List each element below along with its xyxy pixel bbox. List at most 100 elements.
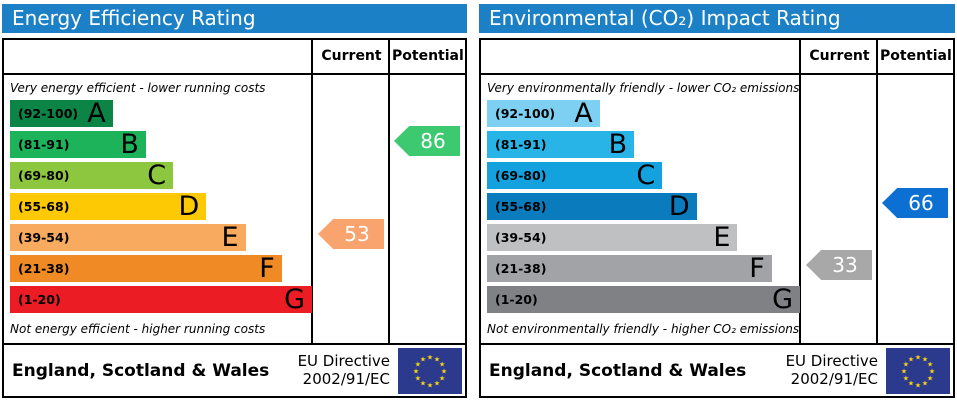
header-divider (4, 73, 465, 75)
band-bar-a: (92-100) A (487, 100, 600, 127)
band-row-a: (92-100) A (487, 100, 800, 127)
eu-flag-stars: ★ ★★ ★★★ ★★★ ★★★ (901, 353, 935, 389)
band-range: (55-68) (495, 199, 547, 214)
svg-text:★: ★ (427, 381, 433, 389)
band-range: (69-80) (495, 168, 547, 183)
band-letter: F (749, 253, 765, 284)
band-range: (21-38) (495, 261, 547, 276)
region-label: England, Scotland & Wales (489, 360, 747, 381)
band-row-f: (21-38) F (487, 255, 800, 282)
band-row-e: (39-54) E (10, 224, 312, 251)
svg-text:★: ★ (903, 360, 909, 368)
band-row-c: (69-80) C (10, 162, 312, 189)
band-bar-c: (69-80) C (10, 160, 174, 191)
svg-text:★: ★ (413, 367, 419, 375)
band-letter: C (147, 160, 167, 191)
band-letter: B (608, 129, 628, 160)
band-range: (39-54) (18, 230, 70, 245)
band-letter: C (636, 160, 656, 191)
band-letter: D (668, 191, 690, 222)
current-rating-arrow: 33 (806, 250, 872, 280)
top-note: Very environmentally friendly - lower CO… (487, 81, 800, 95)
band-bar-e: (39-54) E (10, 224, 246, 251)
svg-text:★: ★ (439, 374, 445, 382)
footer: England, Scotland & Wales EU Directive 2… (479, 345, 955, 398)
band-bar-d: (55-68) D (10, 191, 207, 222)
band-range: (39-54) (495, 230, 547, 245)
band-row-a: (92-100) A (10, 100, 312, 127)
band-letter: A (87, 98, 106, 129)
current-column-divider (799, 40, 801, 343)
current-column-header: Current (321, 48, 382, 64)
band-range: (81-91) (18, 137, 70, 152)
band-letter: E (221, 222, 239, 253)
potential-rating-value: 86 (420, 129, 446, 153)
band-bar-f: (21-38) F (487, 255, 772, 282)
band-bar-d: (55-68) D (487, 193, 697, 220)
band-bar-f: (21-38) F (10, 255, 282, 282)
svg-text:★: ★ (439, 360, 445, 368)
band-bar-a: (92-100) A (10, 100, 113, 127)
band-letter: E (713, 222, 731, 253)
header-divider (481, 73, 953, 75)
current-rating-arrow: 53 (318, 219, 384, 249)
potential-column-divider (876, 40, 878, 343)
band-bar-b: (81-91) B (487, 129, 635, 160)
svg-text:★: ★ (427, 353, 433, 361)
band-row-b: (81-91) B (487, 131, 800, 158)
svg-text:★: ★ (415, 374, 421, 382)
band-row-f: (21-38) F (10, 255, 312, 282)
svg-text:★: ★ (441, 367, 447, 375)
potential-rating-arrow: 66 (882, 188, 948, 218)
svg-text:★: ★ (420, 379, 426, 387)
rating-bands: (92-100) A (81-91) B (69-80) C (487, 100, 800, 317)
svg-text:★: ★ (901, 367, 907, 375)
eu-flag-icon: ★ ★ ★ ★ ★ ★ ★ ★ ★ ★ ★ ★ (886, 347, 950, 394)
eu-directive-line2: 2002/91/EC (790, 369, 878, 388)
eu-directive-label: EU Directive 2002/91/EC (785, 351, 886, 388)
band-letter: A (574, 98, 593, 129)
svg-text:★: ★ (420, 355, 426, 363)
bottom-note: Not energy efficient - higher running co… (10, 322, 266, 336)
band-row-c: (69-80) C (487, 162, 800, 189)
potential-column-header: Potential (392, 48, 464, 64)
svg-text:★: ★ (903, 374, 909, 382)
band-bar-e: (39-54) E (487, 222, 738, 253)
eu-flag-icon: ★ ★ ★ ★ ★ ★ ★ ★ ★ ★ ★ ★ (398, 347, 462, 394)
svg-text:★: ★ (908, 379, 914, 387)
band-row-d: (55-68) D (10, 193, 312, 220)
energy-panel-title: Energy Efficiency Rating (2, 4, 467, 33)
svg-text:★: ★ (434, 379, 440, 387)
co2-impact-panel: Environmental (CO₂) Impact Rating Curren… (479, 4, 955, 398)
svg-text:★: ★ (908, 355, 914, 363)
band-letter: G (772, 284, 793, 315)
band-row-b: (81-91) B (10, 131, 312, 158)
current-rating-value: 53 (344, 222, 370, 246)
svg-text:★: ★ (434, 355, 440, 363)
svg-text:★: ★ (922, 355, 928, 363)
band-letter: G (284, 284, 305, 315)
current-rating-value: 33 (832, 253, 858, 277)
footer: England, Scotland & Wales EU Directive 2… (2, 345, 467, 398)
svg-text:★: ★ (915, 381, 921, 389)
band-range: (21-38) (18, 261, 70, 276)
band-row-d: (55-68) D (487, 193, 800, 220)
band-row-g: (1-20) G (10, 286, 312, 313)
rating-bands: (92-100) A (81-91) B (69-80) C (10, 100, 312, 317)
eu-directive-line1: EU Directive (785, 351, 878, 370)
band-range: (69-80) (18, 168, 70, 183)
band-bar-c: (69-80) C (487, 160, 663, 191)
co2-rating-chart: Current Potential Very environmentally f… (479, 38, 955, 345)
eu-flag-stars: ★ ★★ ★★★ ★★★ ★★★ (413, 353, 447, 389)
band-range: (92-100) (495, 106, 556, 121)
eu-directive-line1: EU Directive (297, 351, 390, 370)
eu-directive-label: EU Directive 2002/91/EC (297, 351, 398, 388)
energy-efficiency-panel: Energy Efficiency Rating Current Potenti… (2, 4, 467, 398)
potential-rating-value: 66 (908, 191, 934, 215)
band-letter: D (178, 191, 200, 222)
energy-rating-chart: Current Potential Very energy efficient … (2, 38, 467, 345)
current-column-header: Current (809, 48, 870, 64)
band-bar-g: (1-20) G (10, 286, 312, 313)
band-letter: F (259, 253, 275, 284)
